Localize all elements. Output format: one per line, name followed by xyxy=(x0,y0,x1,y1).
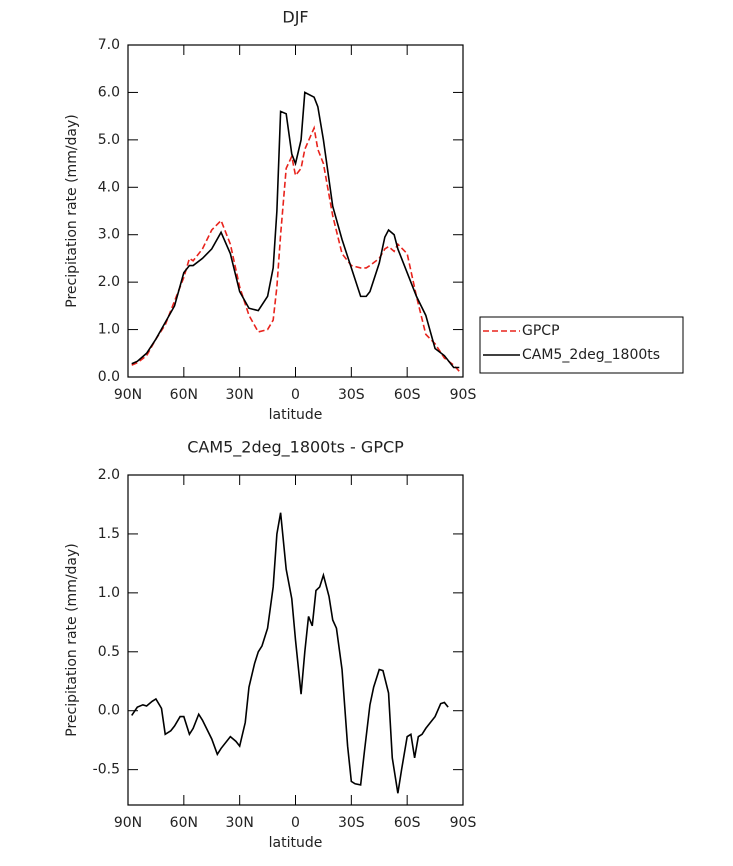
x-tick-label: 30S xyxy=(338,815,365,831)
x-axis-label: latitude xyxy=(269,835,323,851)
y-tick-label: 4.0 xyxy=(98,179,120,195)
y-tick-label: 2.0 xyxy=(98,467,120,483)
x-tick-label: 60N xyxy=(170,387,198,403)
y-tick-label: 7.0 xyxy=(98,37,120,53)
x-tick-label: 0 xyxy=(291,387,300,403)
x-tick-label: 60S xyxy=(394,387,421,403)
plot-frame xyxy=(127,474,464,806)
x-tick-label: 90N xyxy=(114,387,142,403)
legend-label: GPCP xyxy=(522,323,560,339)
plot-frame xyxy=(127,44,464,378)
x-tick-label: 30N xyxy=(226,387,254,403)
legend-box xyxy=(479,316,684,374)
y-tick-label: 5.0 xyxy=(98,132,120,148)
y-tick-label: 1.0 xyxy=(98,322,120,338)
y-tick-label: 0.5 xyxy=(98,644,120,660)
x-tick-label: 90N xyxy=(114,815,142,831)
x-tick-label: 60S xyxy=(394,815,421,831)
data-line xyxy=(131,512,449,794)
y-axis-label: Precipitation rate (mm/day) xyxy=(64,114,80,308)
chart-title: CAM5_2deg_1800ts - GPCP xyxy=(187,438,404,458)
y-tick-label: 3.0 xyxy=(98,227,120,243)
x-tick-label: 30S xyxy=(338,387,365,403)
x-tick-label: 0 xyxy=(291,815,300,831)
y-tick-label: 6.0 xyxy=(98,84,120,100)
x-tick-label: 30N xyxy=(226,815,254,831)
legend-label: CAM5_2deg_1800ts xyxy=(522,347,660,363)
chart-title: DJF xyxy=(282,8,308,27)
x-tick-label: 90S xyxy=(450,387,477,403)
y-axis-label: Precipitation rate (mm/day) xyxy=(64,543,80,737)
data-line xyxy=(131,91,460,369)
x-axis-label: latitude xyxy=(269,407,323,423)
y-tick-label: -0.5 xyxy=(93,762,120,778)
x-tick-label: 60N xyxy=(170,815,198,831)
y-tick-label: 0.0 xyxy=(98,703,120,719)
y-tick-label: 1.5 xyxy=(98,526,120,542)
data-line xyxy=(131,125,460,372)
y-tick-label: 1.0 xyxy=(98,585,120,601)
y-tick-label: 2.0 xyxy=(98,274,120,290)
x-tick-label: 90S xyxy=(450,815,477,831)
y-tick-label: 0.0 xyxy=(98,369,120,385)
